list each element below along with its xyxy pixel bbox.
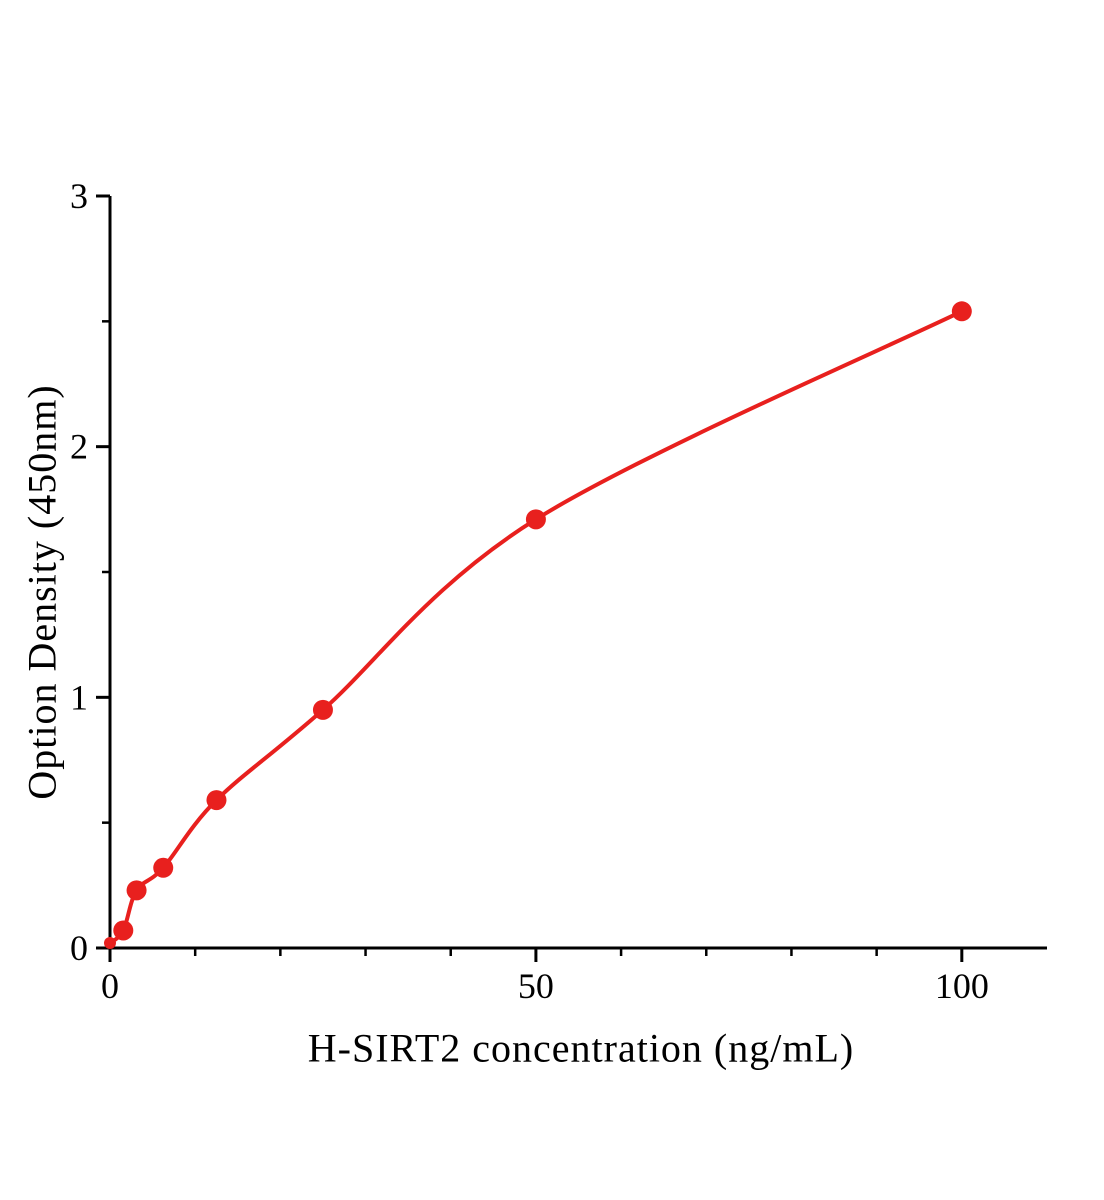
data-point — [312, 699, 333, 720]
data-point — [126, 880, 147, 901]
x-tick-label: 50 — [518, 966, 554, 1006]
y-tick-label: 2 — [70, 427, 88, 467]
y-tick-label: 1 — [70, 677, 88, 717]
fit-curve — [108, 309, 964, 945]
x-axis-title: H-SIRT2 concentration (ng/mL) — [307, 1025, 855, 1071]
data-point — [525, 509, 546, 530]
x-tick-label: 100 — [935, 966, 989, 1006]
data-point — [951, 301, 972, 322]
data-point — [206, 790, 227, 811]
y-axis-title: Option Density (450nm) — [19, 384, 65, 800]
data-point — [153, 857, 174, 878]
x-tick-label: 0 — [101, 966, 119, 1006]
y-tick-label: 0 — [70, 928, 88, 968]
data-point — [113, 920, 134, 941]
y-tick-label: 3 — [70, 176, 88, 216]
data-point — [104, 936, 116, 949]
